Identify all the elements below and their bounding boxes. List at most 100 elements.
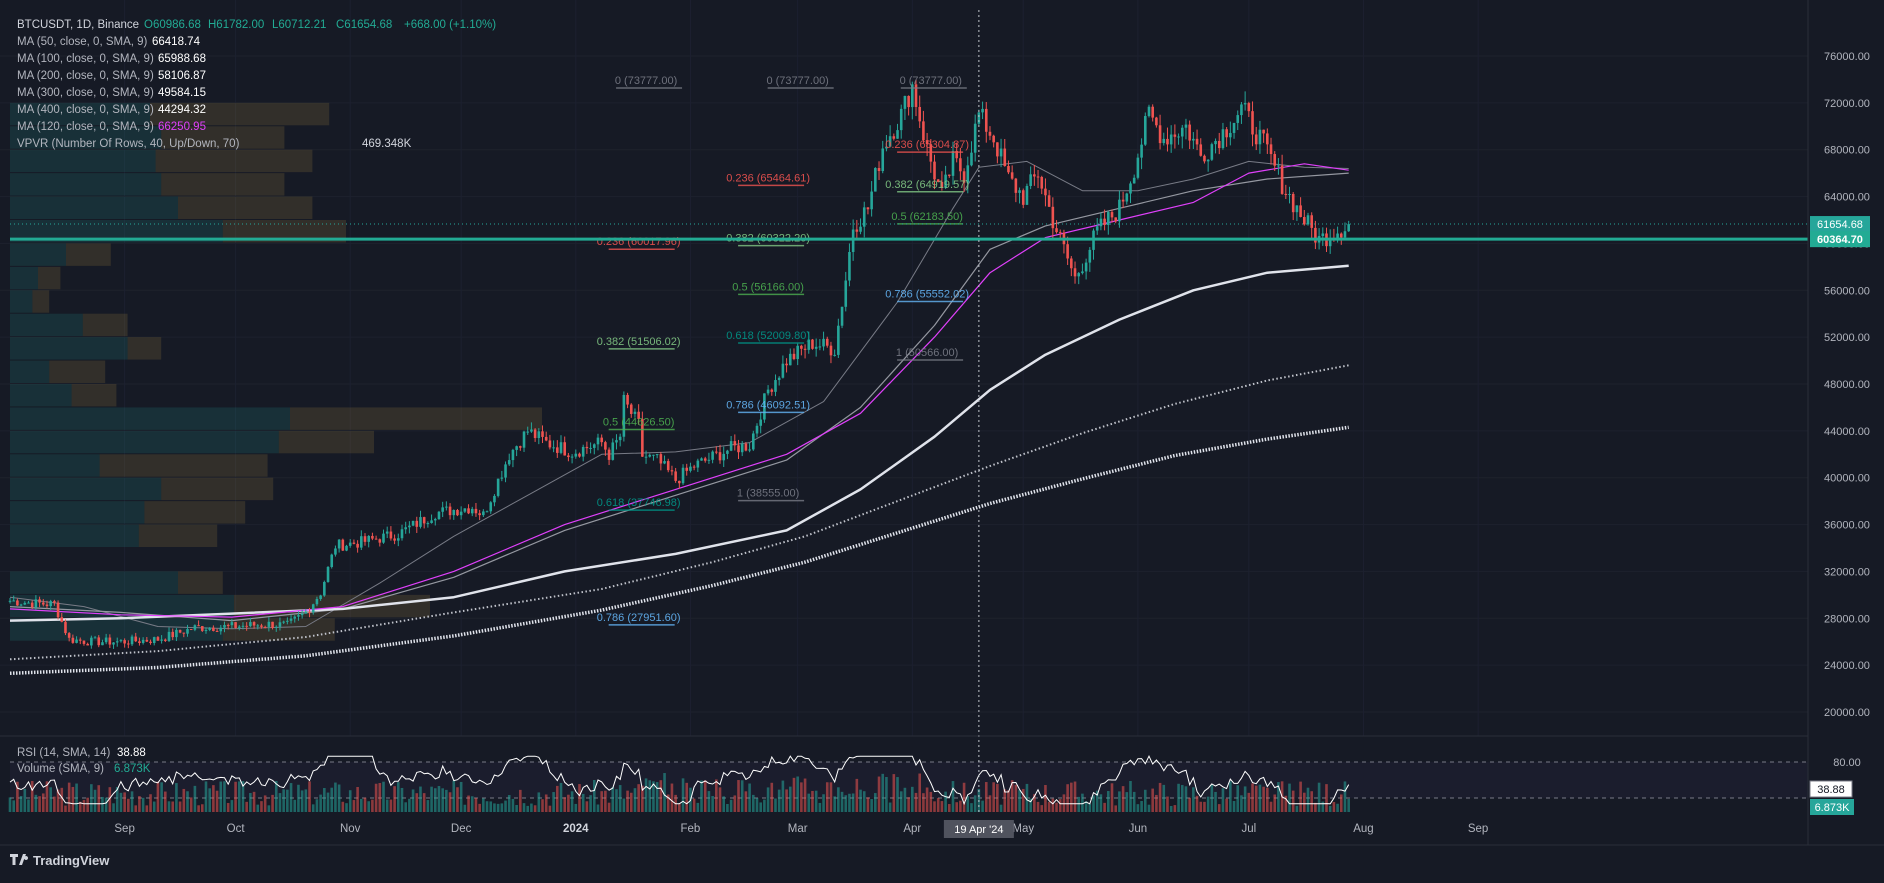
volume-bar: [12, 800, 15, 812]
volume-bar: [1099, 794, 1103, 812]
tradingview-logo[interactable]: TradingView: [10, 853, 110, 868]
volume-bar: [670, 783, 674, 812]
price-tick: 24000.00: [1824, 660, 1870, 672]
candle-body: [500, 477, 504, 479]
symbol-label[interactable]: BTCUSDT, 1D, Binance: [17, 19, 139, 31]
candle-body: [548, 440, 552, 448]
volume-bar: [556, 785, 559, 812]
volume-bar: [271, 794, 274, 812]
candle-body: [234, 622, 237, 628]
indicator-label[interactable]: MA (100, close, 0, SMA, 9): [17, 53, 154, 65]
candle-body: [330, 554, 334, 567]
volume-bar: [559, 782, 563, 812]
volume-bar: [1254, 785, 1258, 812]
candle-body: [1036, 176, 1040, 178]
level-price-badge: [1810, 231, 1870, 248]
candle-body: [526, 431, 530, 433]
vpvr-label[interactable]: VPVR (Number Of Rows, 40, Up/Down, 70): [17, 138, 240, 150]
volume-bar: [134, 805, 138, 812]
candle-body: [411, 520, 415, 526]
candle-body: [922, 121, 925, 141]
volume-bar: [308, 781, 311, 812]
volume-bar: [130, 791, 134, 812]
candle-body: [1073, 268, 1077, 277]
candle-body: [892, 136, 896, 139]
candle-body: [618, 436, 622, 441]
candle-body: [977, 112, 981, 124]
candle-body: [19, 604, 23, 606]
volume-bar: [182, 788, 186, 812]
volume-bar: [400, 787, 404, 812]
volume-bar: [744, 791, 748, 812]
candle-body: [493, 495, 496, 503]
indicator-label[interactable]: MA (50, close, 0, SMA, 9): [17, 36, 148, 48]
candle-body: [711, 451, 714, 460]
candle-body: [604, 442, 607, 450]
volume-bar: [522, 803, 526, 812]
volume-bar: [445, 789, 448, 812]
vpvr-bar-down: [155, 149, 313, 173]
candle-body: [138, 641, 141, 643]
indicator-label[interactable]: MA (200, close, 0, SMA, 9): [17, 70, 154, 82]
volume-bar: [611, 787, 615, 812]
candle-body: [1018, 190, 1021, 193]
candle-body: [241, 625, 245, 627]
vpvr-bar-up: [10, 290, 33, 313]
candle-body: [1180, 127, 1184, 137]
ohlc-low: L60712.21: [272, 19, 326, 31]
vpvr-bar-up: [10, 149, 156, 173]
volume-bar: [807, 793, 811, 812]
volume-bar: [781, 780, 785, 812]
volume-label[interactable]: Volume (SMA, 9): [17, 763, 104, 775]
volume-bar: [829, 782, 833, 812]
candle-body: [1254, 134, 1258, 145]
vpvr-bar-down: [278, 430, 374, 454]
candle-body: [352, 542, 356, 544]
candle-body: [311, 604, 315, 613]
rsi-label[interactable]: RSI (14, SMA, 14): [17, 747, 110, 759]
candle-body: [1129, 183, 1132, 194]
candle-body: [825, 338, 829, 346]
candle-body: [970, 152, 973, 166]
candle-body: [944, 174, 947, 188]
candle-body: [278, 622, 282, 627]
volume-bar: [1155, 794, 1158, 812]
volume-bar: [1217, 804, 1221, 812]
volume-bar: [1210, 784, 1214, 812]
volume-bar: [1232, 800, 1236, 812]
candle-body: [1010, 172, 1014, 179]
volume-bar: [933, 801, 936, 812]
candle-body: [489, 502, 493, 512]
candle-body: [441, 507, 444, 512]
volume-bar: [1343, 781, 1347, 812]
candle-body: [463, 508, 467, 512]
candle-body: [152, 637, 156, 644]
fib-label: 1 (50566.00): [896, 347, 958, 359]
fib-label: 0.5 (44626.50): [603, 417, 675, 429]
candle-body: [119, 640, 123, 642]
volume-bar: [1040, 805, 1044, 812]
candle-body: [689, 466, 692, 471]
candle-body: [1295, 205, 1299, 213]
time-tick: Dec: [451, 823, 472, 835]
volume-bar: [970, 803, 973, 812]
indicator-label[interactable]: MA (400, close, 0, SMA, 9): [17, 104, 154, 116]
candle-body: [1147, 106, 1151, 117]
time-axis[interactable]: Sep Oct Nov Dec 2024 Feb Mar Apr May Jun Jul Aug Sep…: [114, 820, 1488, 838]
indicator-label[interactable]: MA (120, close, 0, SMA, 9): [17, 121, 154, 133]
volume-bar: [49, 787, 52, 812]
candle-body: [715, 451, 718, 453]
candle-body: [999, 148, 1003, 157]
volume-bar: [800, 782, 803, 812]
candle-body: [371, 535, 374, 539]
price-axis[interactable]: 76000.0072000.0068000.0064000.0060000.00…: [1809, 51, 1870, 815]
fib-label: 0.786 (46092.51): [726, 399, 810, 411]
price-tick: 72000.00: [1824, 98, 1870, 110]
candle-body: [596, 437, 600, 445]
candle-body: [996, 142, 999, 157]
indicator-label[interactable]: MA (300, close, 0, SMA, 9): [17, 87, 154, 99]
volume-bar: [530, 803, 533, 812]
candle-body: [885, 146, 888, 149]
